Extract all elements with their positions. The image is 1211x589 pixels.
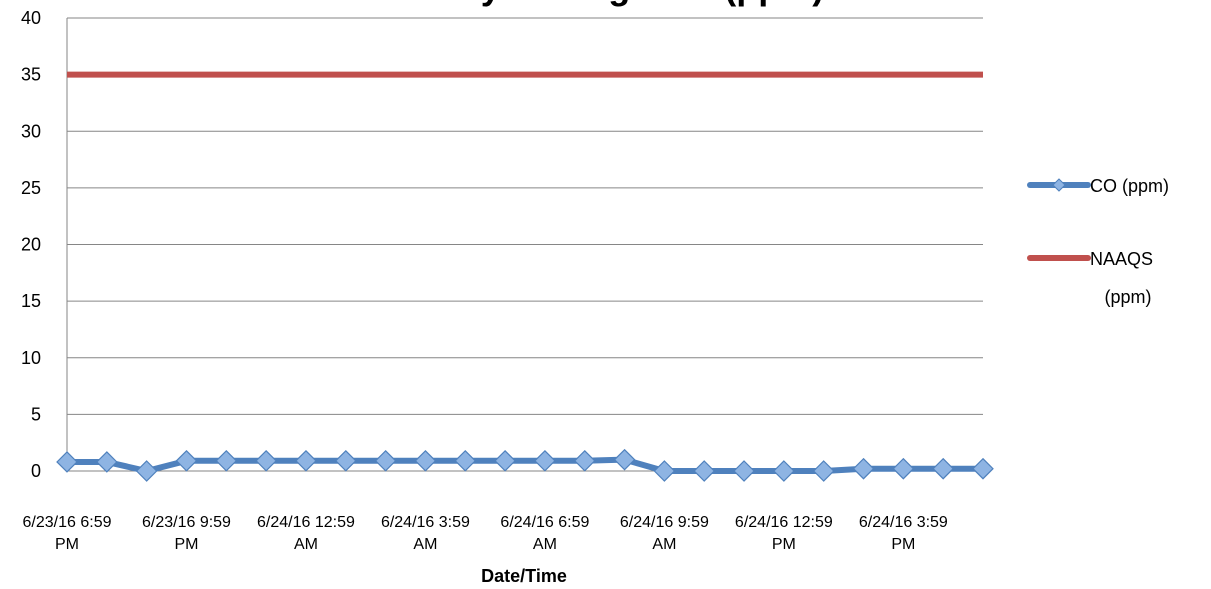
- legend-label: NAAQS: [1090, 249, 1153, 269]
- data-point: [534, 449, 556, 472]
- data-point: [653, 460, 676, 482]
- y-tick-label: 0: [31, 461, 41, 481]
- data-point: [812, 460, 835, 482]
- legend-marker: [1052, 178, 1066, 192]
- y-tick-label: 25: [21, 178, 41, 198]
- data-point: [95, 451, 118, 473]
- data-point: [56, 451, 78, 473]
- x-tick-label: 6/24/16 9:59 AM: [620, 514, 709, 553]
- y-tick-label: 20: [21, 235, 41, 255]
- chart-title: Hourly Average CO (ppm): [0, 0, 1211, 8]
- data-point: [932, 457, 955, 480]
- data-point: [215, 449, 238, 472]
- y-tick-label: 35: [21, 65, 41, 85]
- x-tick-label: 6/23/16 9:59 PM: [142, 514, 231, 553]
- x-tick-label: 6/23/16 6:59 PM: [23, 514, 112, 553]
- y-tick-label: 40: [21, 8, 41, 28]
- data-point: [295, 449, 317, 472]
- data-point: [693, 460, 716, 482]
- x-tick-label: 6/24/16 12:59 PM: [735, 514, 833, 553]
- y-tick-label: 10: [21, 348, 41, 368]
- data-point: [733, 460, 755, 482]
- data-point: [414, 449, 437, 472]
- data-point: [613, 448, 636, 471]
- series-line-1: [67, 456, 983, 474]
- x-tick-label: 6/24/16 6:59 AM: [500, 514, 589, 553]
- data-point: [573, 449, 596, 472]
- data-point: [255, 449, 277, 472]
- legend-label: (ppm): [1104, 287, 1151, 307]
- data-point: [773, 460, 795, 482]
- y-tick-label: 15: [21, 291, 41, 311]
- data-point: [972, 457, 994, 480]
- data-point: [175, 449, 198, 472]
- data-point: [852, 457, 875, 480]
- x-axis-label: Date/Time: [481, 566, 567, 586]
- y-tick-label: 30: [21, 121, 41, 141]
- y-tick-label: 5: [31, 404, 41, 424]
- x-tick-label: 6/24/16 12:59 AM: [257, 514, 355, 553]
- data-point: [892, 457, 915, 480]
- data-point: [494, 449, 516, 472]
- data-point: [135, 460, 158, 482]
- data-point: [374, 449, 397, 472]
- x-tick-label: 6/24/16 3:59 PM: [859, 514, 948, 553]
- x-tick-label: 6/24/16 3:59 AM: [381, 514, 470, 553]
- legend-label: CO (ppm): [1090, 176, 1169, 196]
- data-point: [334, 449, 357, 472]
- data-point: [454, 449, 477, 472]
